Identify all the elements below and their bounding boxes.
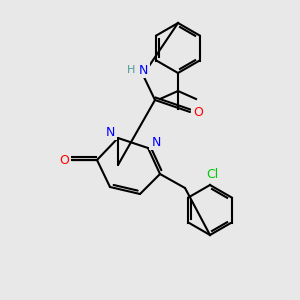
Text: O: O [193,106,203,118]
Text: H: H [127,65,135,75]
Text: N: N [151,136,161,148]
Text: N: N [105,125,115,139]
Text: N: N [138,64,148,76]
Text: Cl: Cl [206,169,218,182]
Text: O: O [59,154,69,166]
